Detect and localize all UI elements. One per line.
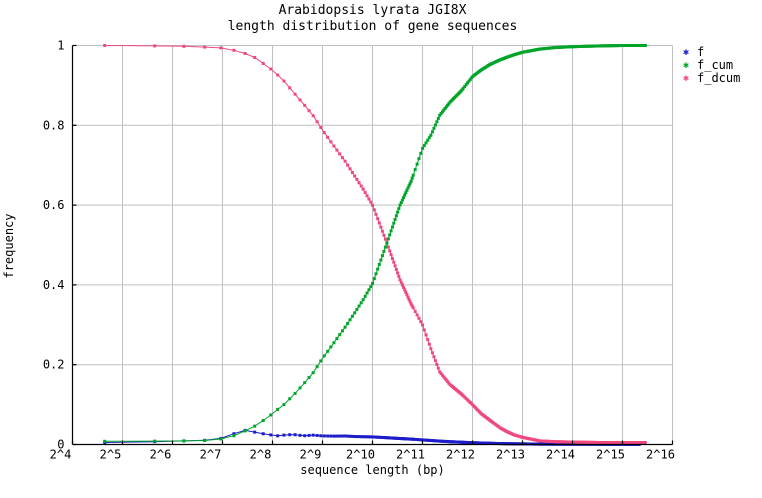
x-axis-label: sequence length (bp) [300,463,445,477]
legend: ✱ f ✱ f_cum ✱ f_dcum [683,46,740,85]
chart-subtitle: length distribution of gene sequences [227,19,518,34]
axes [71,44,674,446]
series-f_dcum [103,44,647,445]
y-tick-label: 0.2 [43,358,65,372]
x-tick-label: 2^4 [50,448,72,462]
x-tick-label: 2^10 [346,448,375,462]
x-tick-label: 2^11 [396,448,425,462]
f-marker-icon: ✱ [683,47,690,58]
y-tick-label: 0.8 [43,118,65,132]
legend-item-f: ✱ f [683,46,740,59]
y-tick-label: 1 [57,39,64,53]
y-tick-label: 0.4 [43,278,65,292]
legend-item-f-dcum: ✱ f_dcum [683,72,740,85]
chart-title: Arabidopsis lyrata JGI8X [278,3,467,18]
x-tick-label: 2^8 [250,448,272,462]
x-tick-label: 2^16 [646,448,675,462]
legend-label-f: f [697,45,705,59]
x-tick-label: 2^15 [596,448,625,462]
legend-label-f-cum: f_cum [697,58,734,72]
legend-label-f-dcum: f_dcum [697,71,741,85]
x-tick-label: 2^7 [200,448,222,462]
gridlines [72,45,673,445]
legend-item-f-cum: ✱ f_cum [683,59,740,72]
y-tick-label: 0.6 [43,198,65,212]
x-tick-label: 2^9 [300,448,322,462]
x-tick-label: 2^6 [150,448,172,462]
f-cum-marker-icon: ✱ [683,60,690,71]
x-tick-label: 2^13 [496,448,525,462]
chart-title-block: Arabidopsis lyrata JGI8X length distribu… [0,3,745,35]
f-dcum-marker-icon: ✱ [683,73,690,84]
x-tick-label: 2^5 [100,448,122,462]
x-tick-label: 2^14 [546,448,575,462]
x-tick-label: 2^12 [446,448,475,462]
series-f_cum [103,44,647,443]
y-tick-label: 0 [57,438,64,452]
